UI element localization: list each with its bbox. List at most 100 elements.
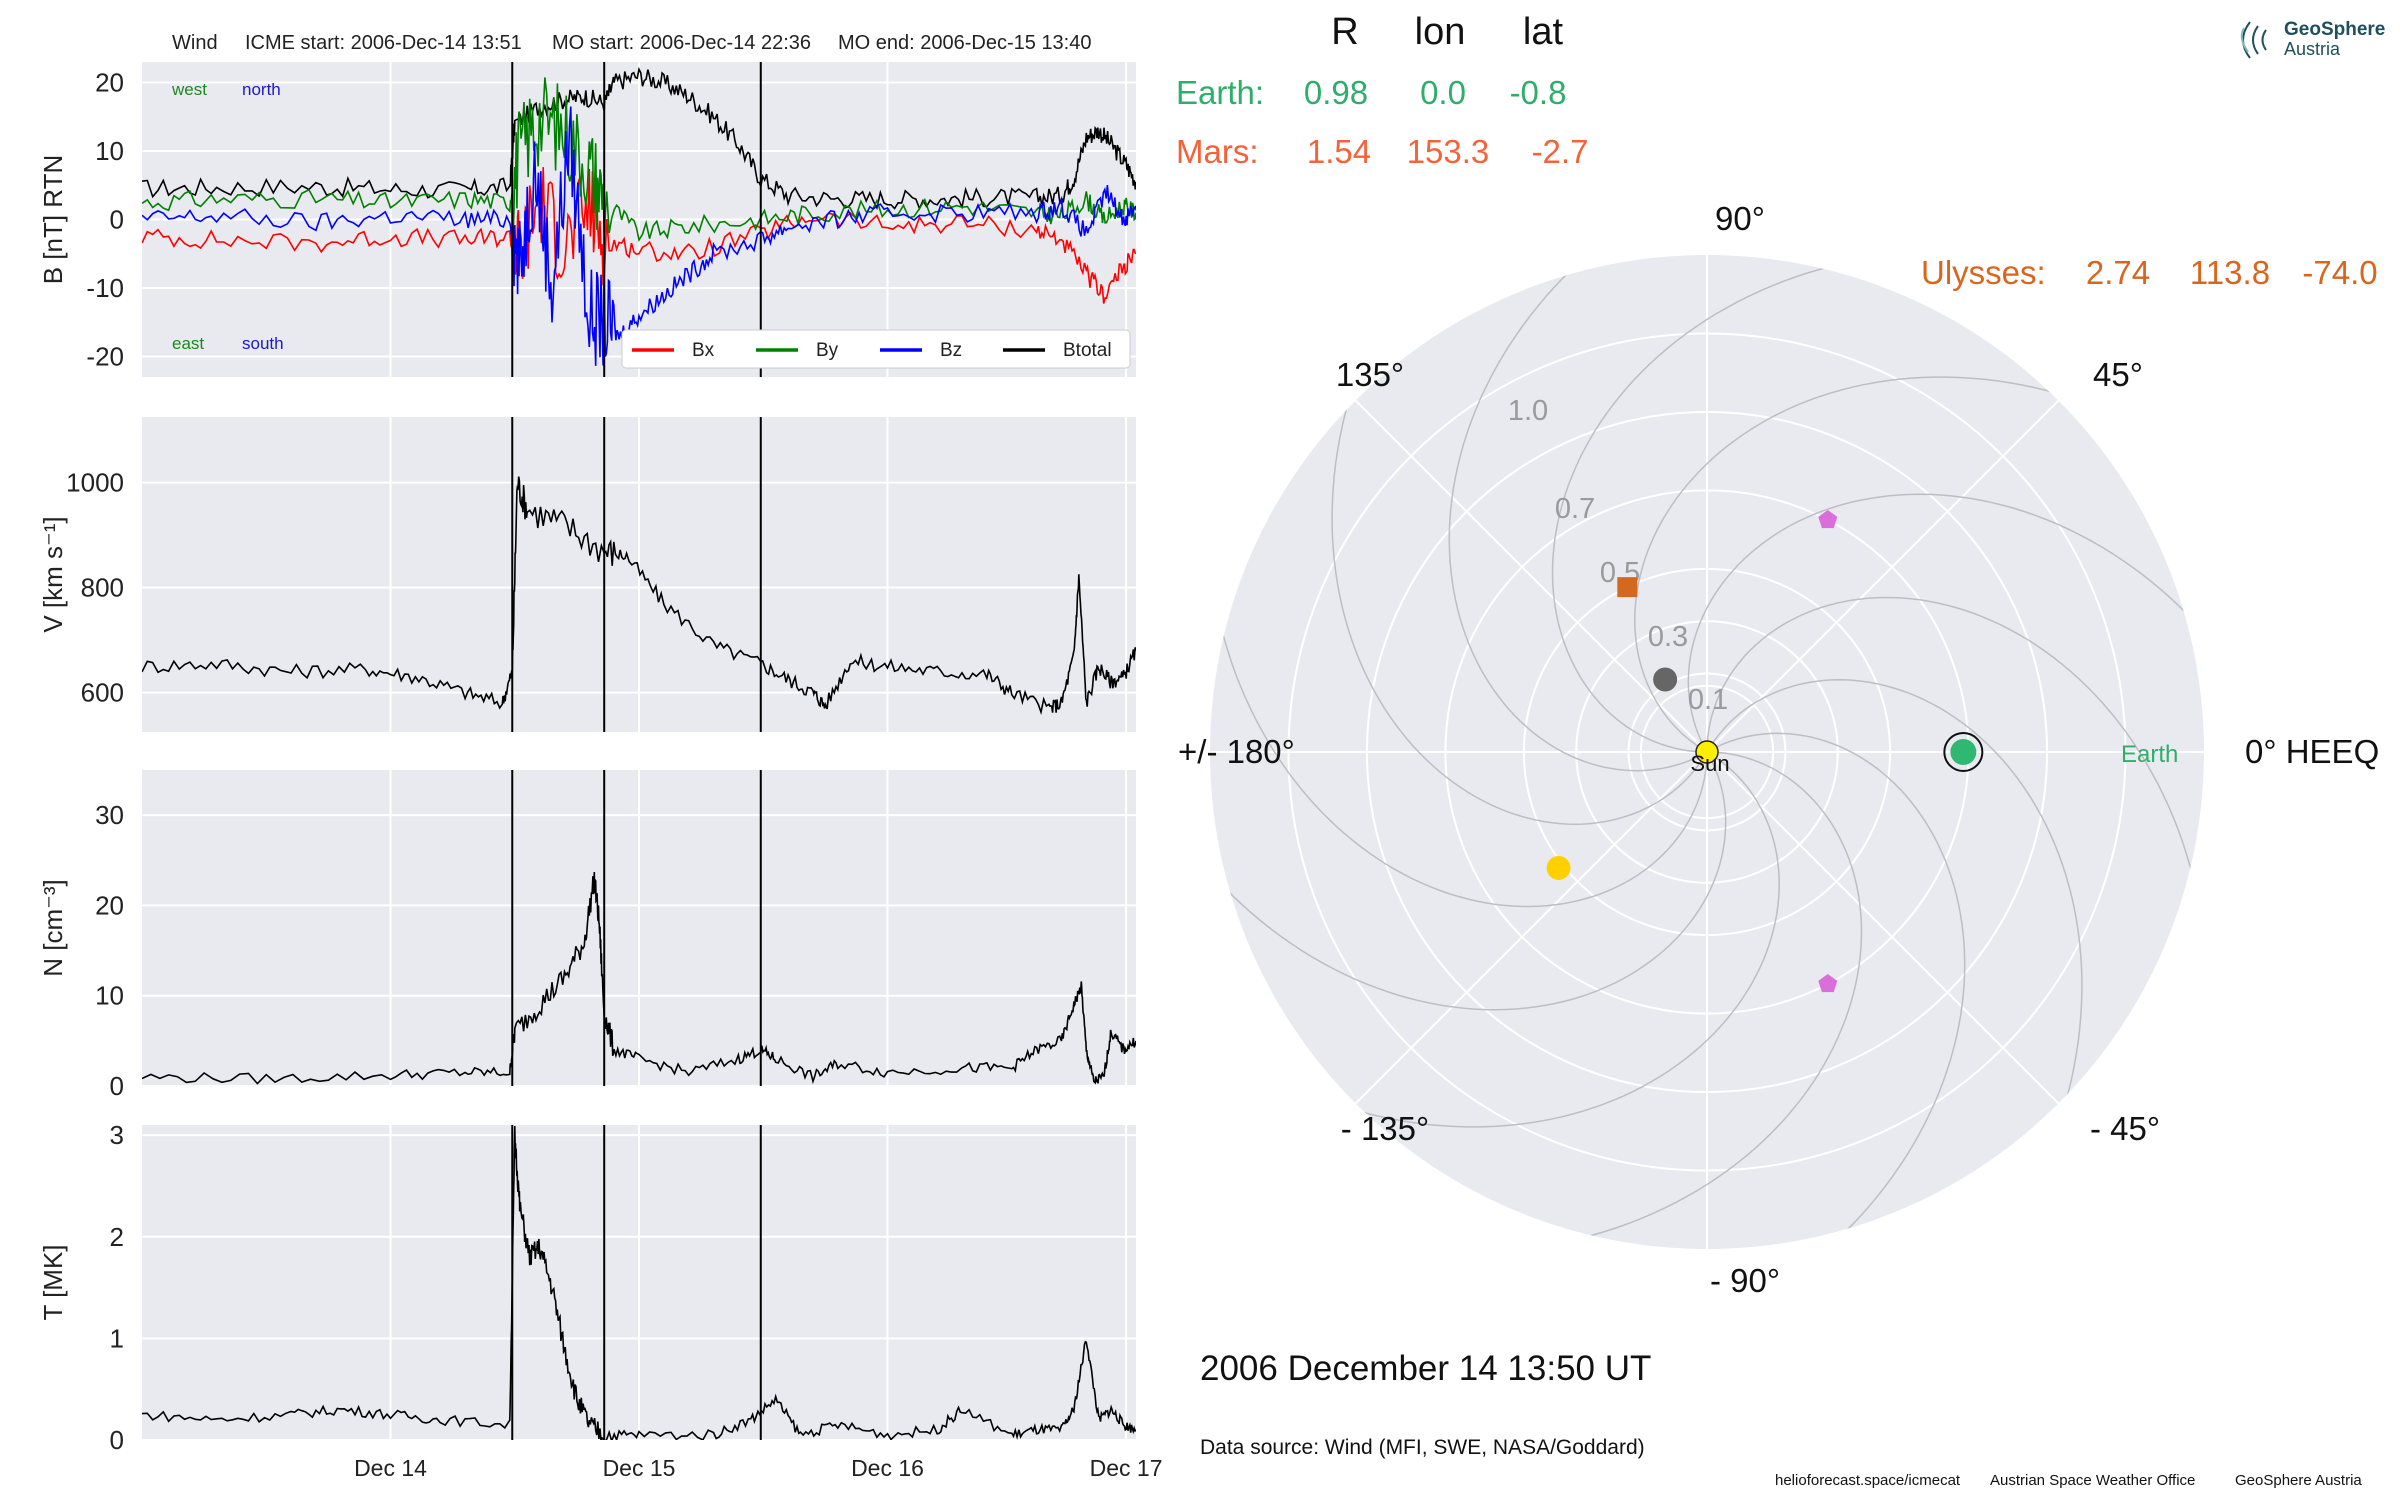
parker-spiral: [1448, 255, 1708, 772]
earth-marker: [1950, 739, 1977, 765]
radial-label: 0.3: [1648, 621, 1688, 653]
y-tick-label: 20: [95, 890, 124, 920]
y-axis-label: V [km s⁻¹]: [38, 516, 68, 632]
angle-label: - 45°: [2090, 1110, 2160, 1147]
header-spacecraft: Wind: [172, 32, 218, 54]
y-tick-label: 10: [95, 981, 124, 1011]
annotation-south: south: [242, 334, 284, 353]
y-tick-label: 3: [110, 1120, 124, 1150]
table-header-lat: lat: [1523, 11, 1564, 53]
angle-label: 90°: [1715, 200, 1765, 237]
y-tick-label: 600: [81, 678, 124, 708]
legend-label-bx: Bx: [692, 340, 715, 361]
logo-line1: GeoSphere: [2284, 19, 2385, 40]
angle-label: - 135°: [1341, 1110, 1429, 1147]
row-mars: Mars: 1.54 153.3 -2.7: [1176, 133, 1588, 170]
polar-spoke: [1354, 751, 1708, 1105]
legend-label-bz: Bz: [940, 340, 962, 361]
legend-label-btotal: Btotal: [1063, 340, 1112, 361]
annotation-east: east: [172, 334, 204, 353]
parker-spiral: [1211, 582, 1708, 908]
venus-marker: [1546, 855, 1571, 880]
stereo-b-marker: [1818, 974, 1838, 993]
footer-office: Austrian Space Weather Office: [1990, 1472, 2195, 1489]
parker-spiral: [1634, 376, 2102, 753]
panel-0: 20 10 0 -10 -20 B [nT] RTN west north east south B…: [38, 62, 1136, 377]
angle-label: 0° HEEQ: [2245, 733, 2379, 770]
data-source: Data source: Wind (MFI, SWE, NASA/Goddar…: [1200, 1436, 1645, 1459]
x-tick-label: Dec 17: [1090, 1455, 1163, 1481]
mars-name: Mars:: [1176, 133, 1259, 170]
table-header-r: R: [1331, 11, 1358, 53]
y-tick-label: 1000: [66, 468, 124, 498]
row-earth: Earth: 0.98 0.0 -0.8: [1176, 74, 1566, 111]
radial-label: 0.1: [1688, 684, 1728, 716]
parker-spiral: [1706, 732, 1966, 1249]
parker-spiral: [1331, 357, 1708, 825]
earth-r: 0.98: [1304, 74, 1368, 111]
polar-plot: 0.10.30.50.71.090°45°0° HEEQ- 45°- 90°- …: [1178, 200, 2379, 1299]
y-tick-label: 0: [110, 1071, 124, 1101]
polar-spoke: [1706, 751, 2060, 1105]
mars-lat: -2.7: [1532, 133, 1589, 170]
annotation-north: north: [242, 80, 281, 99]
panel-3: 3 2 1 0 T [MK] Dec 14 Dec 15 Dec 16 Dec 17: [38, 1120, 1162, 1481]
ulysses-lat: -74.0: [2302, 254, 2377, 291]
logo-line2: Austria: [2284, 39, 2341, 59]
position-table: R lon lat Earth: 0.98 0.0 -0.8 Mars: 1.5…: [1176, 11, 2378, 291]
angle-label: +/- 180°: [1178, 733, 1295, 770]
y-axis-label: N [cm⁻³]: [38, 879, 68, 977]
angle-label: 135°: [1336, 356, 1404, 393]
earth-lon: 0.0: [1420, 74, 1466, 111]
parker-spiral: [1537, 751, 1863, 1248]
annotation-west: west: [171, 80, 207, 99]
mars-r: 1.54: [1307, 133, 1371, 170]
panel-2: 30 20 10 0 N [cm⁻³]: [38, 770, 1136, 1101]
legend: Bx By Bz Btotal: [621, 329, 1131, 369]
ulysses-r: 2.74: [2086, 254, 2150, 291]
y-tick-label: -20: [86, 341, 124, 371]
earth-name: Earth:: [1176, 74, 1264, 111]
parker-spiral: [1210, 751, 1727, 1011]
x-tick-label: Dec 15: [603, 1455, 676, 1481]
earth-lat: -0.8: [1510, 74, 1567, 111]
y-tick-label: 0: [110, 1425, 124, 1455]
timestamp: 2006 December 14 13:50 UT: [1200, 1349, 1651, 1388]
x-tick-label: Dec 16: [851, 1455, 924, 1481]
parker-spiral: [1687, 493, 2204, 753]
header-mo-start: MO start: 2006-Dec-14 22:36: [552, 32, 811, 54]
y-tick-label: 20: [95, 68, 124, 98]
y-tick-label: 0: [110, 205, 124, 235]
earth-orbit-ring: [1943, 732, 1984, 772]
table-header-lon: lon: [1415, 11, 1466, 53]
ulysses-lon: 113.8: [2190, 254, 2270, 291]
y-tick-label: -10: [86, 273, 124, 303]
parker-spiral: [1706, 596, 2203, 922]
footer: helioforecast.space/icmecat Austrian Spa…: [1775, 1472, 2362, 1489]
angle-label: 45°: [2093, 356, 2143, 393]
polar-spoke: [1354, 399, 1708, 753]
series-line-t: [142, 1125, 1136, 1440]
ulysses-name: Ulysses:: [1921, 254, 2046, 291]
y-tick-label: 800: [81, 573, 124, 603]
y-tick-label: 10: [95, 136, 124, 166]
series-line-bx: [142, 167, 1136, 304]
y-tick-label: 1: [110, 1323, 124, 1353]
footer-org: GeoSphere Austria: [2235, 1472, 2362, 1489]
header-icme-start: ICME start: 2006-Dec-14 13:51: [245, 32, 522, 54]
series-line-by: [142, 77, 1136, 243]
sun-label: Sun: [1690, 751, 1729, 776]
legend-label-by: By: [816, 340, 839, 361]
parker-spiral: [1312, 751, 1780, 1128]
parker-spiral: [1551, 256, 1877, 753]
angle-label: - 90°: [1710, 1262, 1780, 1299]
x-tick-label: Dec 14: [354, 1455, 427, 1481]
earth-label: Earth: [2121, 741, 2178, 768]
radial-label: 1.0: [1508, 395, 1548, 427]
series-line-btotal: [142, 66, 1136, 211]
mars-marker: [1617, 577, 1638, 598]
polar-spoke: [1706, 399, 2060, 753]
series-line-bz: [142, 106, 1136, 366]
y-axis-label: T [MK]: [38, 1244, 68, 1320]
